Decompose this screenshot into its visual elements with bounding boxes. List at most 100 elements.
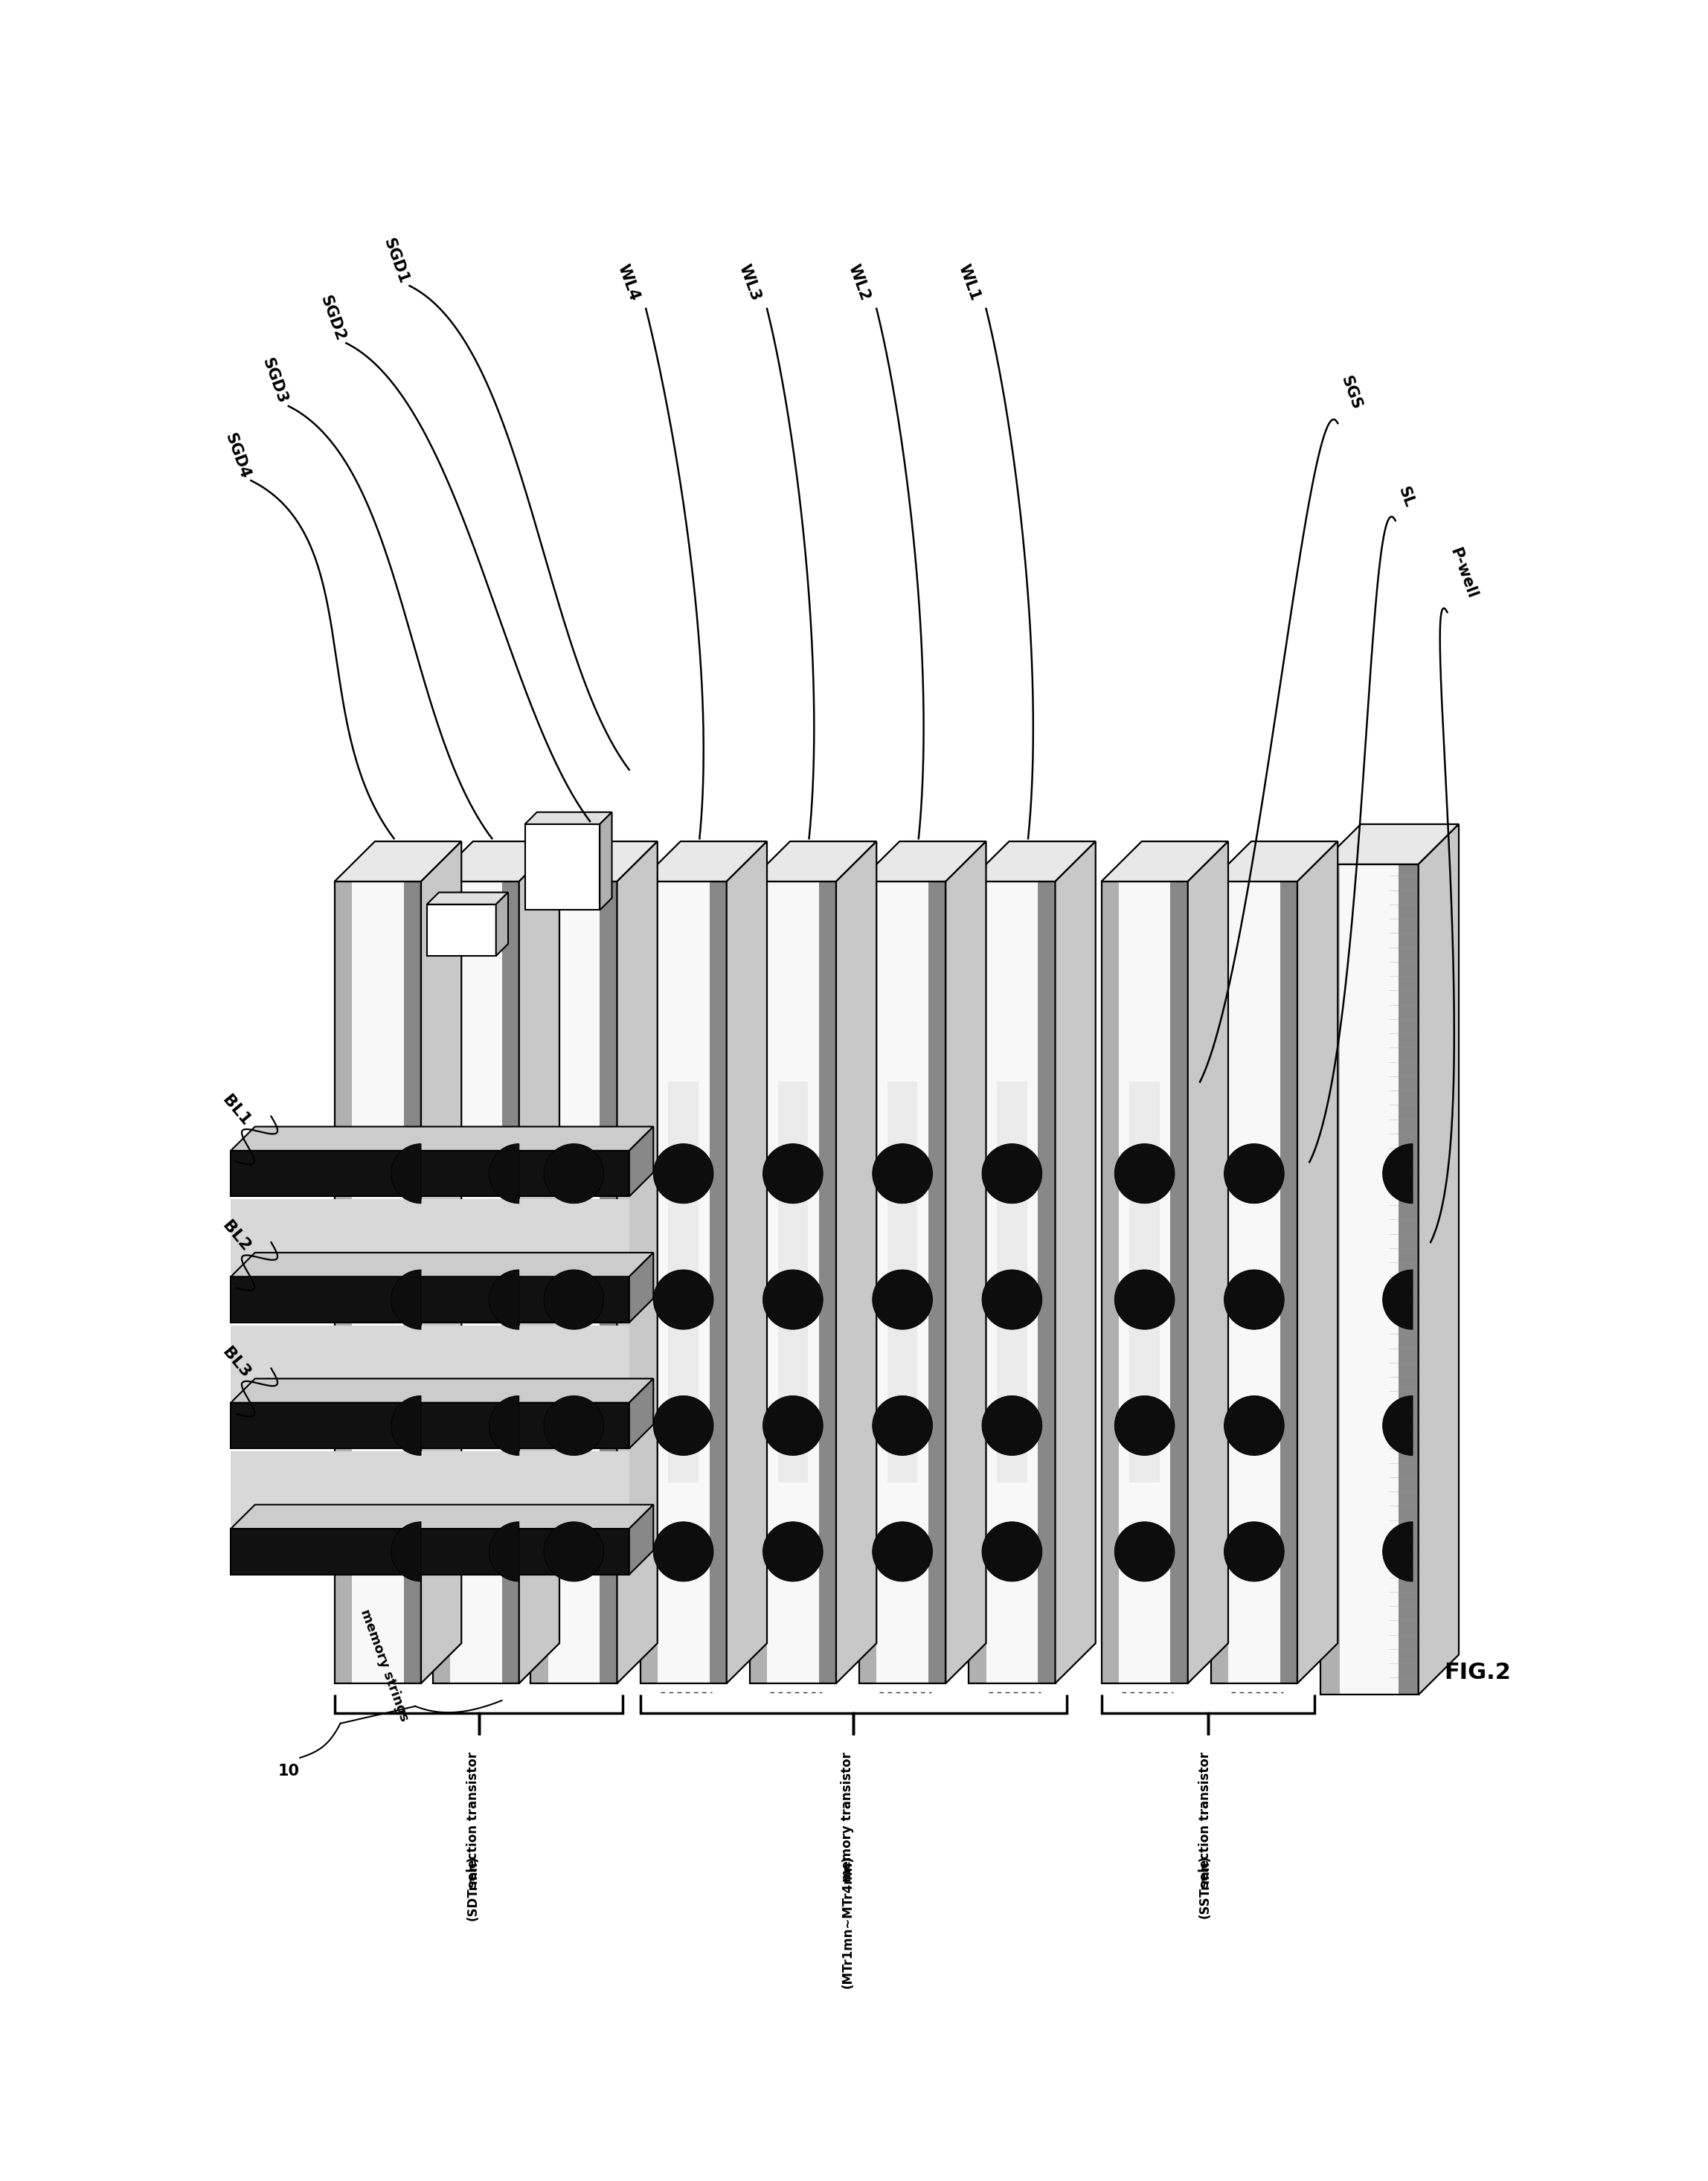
- Polygon shape: [709, 881, 726, 1684]
- Text: memory transistor: memory transistor: [840, 1751, 854, 1882]
- Circle shape: [543, 1143, 605, 1204]
- Polygon shape: [750, 881, 767, 1684]
- Polygon shape: [231, 1505, 654, 1529]
- Polygon shape: [1279, 881, 1298, 1684]
- Polygon shape: [335, 842, 461, 881]
- Polygon shape: [1383, 1522, 1413, 1581]
- Circle shape: [1115, 1522, 1175, 1581]
- Polygon shape: [231, 1378, 654, 1402]
- Polygon shape: [1129, 1082, 1160, 1483]
- Polygon shape: [640, 842, 767, 881]
- Polygon shape: [968, 881, 986, 1684]
- Polygon shape: [1038, 881, 1056, 1684]
- Polygon shape: [488, 1143, 519, 1204]
- Polygon shape: [391, 1522, 422, 1581]
- Polygon shape: [726, 842, 767, 1684]
- Polygon shape: [1399, 864, 1418, 1695]
- Polygon shape: [1119, 881, 1170, 1684]
- Polygon shape: [531, 842, 658, 881]
- Polygon shape: [658, 881, 709, 1684]
- Text: SL: SL: [1395, 484, 1416, 508]
- Polygon shape: [391, 1396, 422, 1455]
- Polygon shape: [968, 842, 1095, 881]
- Text: SGD2: SGD2: [318, 292, 347, 342]
- Polygon shape: [1102, 881, 1119, 1684]
- Polygon shape: [502, 881, 519, 1684]
- Text: SGD4: SGD4: [222, 432, 253, 480]
- Polygon shape: [352, 881, 403, 1684]
- Polygon shape: [777, 1082, 808, 1483]
- Polygon shape: [876, 881, 929, 1684]
- Circle shape: [1225, 1143, 1284, 1204]
- Polygon shape: [335, 881, 352, 1684]
- Polygon shape: [629, 1505, 654, 1575]
- Polygon shape: [524, 811, 611, 824]
- Polygon shape: [231, 1200, 629, 1274]
- Polygon shape: [495, 892, 507, 955]
- Circle shape: [763, 1143, 823, 1204]
- Circle shape: [1115, 1143, 1175, 1204]
- Polygon shape: [888, 1082, 917, 1483]
- Polygon shape: [818, 881, 837, 1684]
- Polygon shape: [1383, 1143, 1413, 1204]
- Text: BL2: BL2: [219, 1219, 253, 1254]
- Circle shape: [873, 1269, 933, 1330]
- Polygon shape: [427, 905, 495, 955]
- Polygon shape: [629, 1128, 654, 1197]
- Polygon shape: [432, 842, 560, 881]
- Polygon shape: [432, 881, 449, 1684]
- Polygon shape: [1187, 842, 1228, 1684]
- Polygon shape: [859, 842, 986, 881]
- Circle shape: [982, 1396, 1042, 1455]
- Polygon shape: [231, 1152, 629, 1197]
- Circle shape: [1225, 1396, 1284, 1455]
- Polygon shape: [231, 1128, 654, 1152]
- Polygon shape: [629, 1252, 654, 1322]
- Text: SGD1: SGD1: [381, 236, 412, 286]
- Text: WL1: WL1: [955, 262, 982, 303]
- Text: selection transistor: selection transistor: [466, 1751, 480, 1889]
- Circle shape: [982, 1269, 1042, 1330]
- Polygon shape: [519, 842, 560, 1684]
- Circle shape: [654, 1143, 714, 1204]
- Text: SGS: SGS: [1337, 373, 1363, 412]
- Polygon shape: [997, 1082, 1027, 1483]
- Circle shape: [543, 1522, 605, 1581]
- Polygon shape: [231, 1402, 629, 1448]
- Polygon shape: [524, 824, 600, 909]
- Text: WL2: WL2: [845, 262, 873, 303]
- Polygon shape: [449, 881, 502, 1684]
- Text: BL1: BL1: [219, 1093, 253, 1128]
- Circle shape: [1225, 1522, 1284, 1581]
- Polygon shape: [548, 881, 600, 1684]
- Polygon shape: [231, 1276, 629, 1322]
- Text: BL3: BL3: [219, 1343, 253, 1381]
- Circle shape: [763, 1269, 823, 1330]
- Polygon shape: [929, 881, 946, 1684]
- Polygon shape: [422, 842, 461, 1684]
- Polygon shape: [617, 842, 658, 1684]
- Circle shape: [873, 1143, 933, 1204]
- Polygon shape: [1228, 881, 1279, 1684]
- Polygon shape: [1418, 824, 1459, 1695]
- Circle shape: [763, 1522, 823, 1581]
- Circle shape: [654, 1396, 714, 1455]
- Polygon shape: [403, 881, 422, 1684]
- Polygon shape: [1298, 842, 1337, 1684]
- Polygon shape: [1102, 842, 1228, 881]
- Polygon shape: [986, 881, 1038, 1684]
- Polygon shape: [488, 1522, 519, 1581]
- Polygon shape: [1056, 842, 1095, 1684]
- Polygon shape: [750, 842, 876, 881]
- Polygon shape: [1383, 1269, 1413, 1330]
- Polygon shape: [1320, 824, 1459, 864]
- Polygon shape: [391, 1269, 422, 1330]
- Circle shape: [1225, 1269, 1284, 1330]
- Circle shape: [873, 1396, 933, 1455]
- Polygon shape: [767, 881, 818, 1684]
- Circle shape: [654, 1269, 714, 1330]
- Polygon shape: [427, 892, 507, 905]
- Text: selection transistor: selection transistor: [1199, 1751, 1211, 1889]
- Circle shape: [543, 1396, 605, 1455]
- Polygon shape: [1383, 1396, 1413, 1455]
